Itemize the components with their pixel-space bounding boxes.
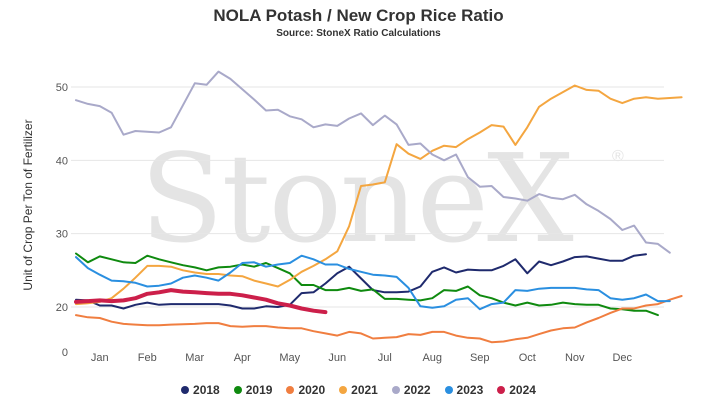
legend-marker [286,386,295,394]
x-tick-label: Oct [519,352,536,364]
series-line-2024 [74,288,328,315]
legend-label: 2019 [245,383,273,397]
legend-label: 2018 [193,383,220,397]
legend-label: 2023 [456,383,484,397]
legend-label: 2020 [298,383,326,397]
y-tick-label: 20 [56,302,68,314]
legend-item-2019[interactable]: 2019 [233,383,273,397]
legend-item-2023[interactable]: 2023 [444,383,484,397]
y-tick-label: 40 [56,155,68,167]
legend-item-2020[interactable]: 2020 [286,383,325,397]
x-tick-label: Dec [612,352,632,364]
series-line-2018 [75,253,647,310]
legend-item-2018[interactable]: 2018 [181,383,220,397]
legend-marker [339,386,348,394]
x-tick-label: Jan [91,352,109,364]
x-tick-label: May [279,352,300,364]
legend-item-2024[interactable]: 2024 [497,383,536,397]
x-tick-label: Jul [378,352,392,364]
chart-title: NOLA Potash / New Crop Rice Ratio [213,6,504,25]
legend-label: 2022 [403,383,431,397]
legend-marker [444,386,453,394]
legend-label: 2021 [351,383,378,397]
legend-marker [391,386,400,394]
x-tick-label: Sep [470,352,490,364]
registered-mark: ® [612,148,624,165]
x-tick-label: Jun [328,352,346,364]
y-tick-label: 30 [56,229,68,241]
x-tick-label: Aug [422,352,442,364]
chart-subtitle: Source: StoneX Ratio Calculations [276,28,441,39]
x-tick-label: Mar [185,352,204,364]
legend-label: 2024 [509,383,536,397]
legend-marker [497,386,506,394]
series-line-2023 [75,254,671,311]
legend-marker [181,386,190,394]
series-line-2020 [75,295,683,344]
x-tick-label: Nov [565,352,585,364]
legend: 2018 2019 2020 2021 2022 2023 2024 [0,383,717,397]
series-line-2021 [75,84,683,306]
series-line-2022 [75,70,671,254]
y-tick-label: 0 [62,347,68,359]
series-line-2019 [75,252,659,317]
legend-marker [233,386,242,394]
legend-item-2022[interactable]: 2022 [391,383,431,397]
x-tick-label: Apr [234,352,251,364]
y-tick-label: 50 [56,82,68,94]
x-tick-label: Feb [138,352,157,364]
legend-item-2021[interactable]: 2021 [339,383,378,397]
